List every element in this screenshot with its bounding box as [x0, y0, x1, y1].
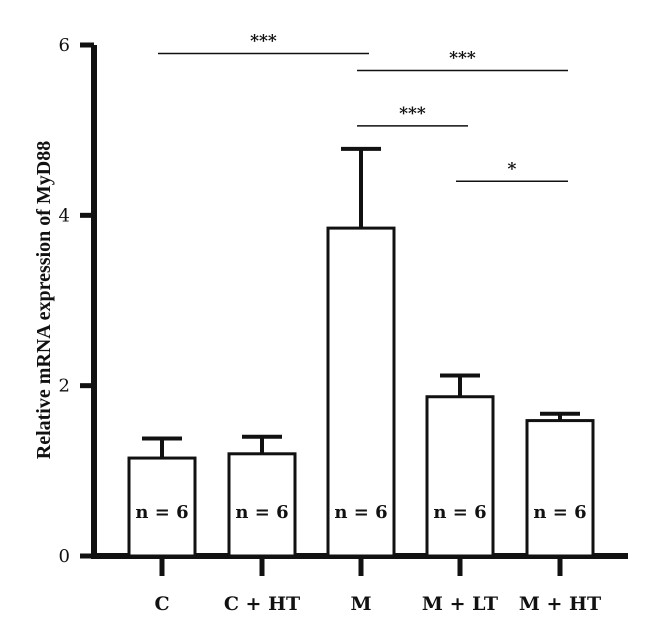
x-tick-label: C + HT — [224, 593, 300, 615]
bar-n-label: n = 6 — [235, 502, 288, 523]
bar-n-label: n = 6 — [433, 502, 486, 523]
bar — [227, 452, 297, 558]
bar — [326, 226, 396, 558]
bar — [525, 419, 595, 558]
significance-label: *** — [250, 32, 277, 52]
significance-label: *** — [399, 104, 426, 124]
plot-area: 0 2 4 6 Cn = 6 C + HT n = 6 Mn = 6 M + LT n = 6 M … — [59, 32, 628, 615]
x-tick-label: M + HT — [519, 593, 601, 615]
y-tick-label: 6 — [59, 35, 70, 56]
y-tick-label: 2 — [59, 376, 70, 397]
x-tick-label: C — [154, 593, 169, 615]
bar-n-label: n = 6 — [334, 502, 387, 523]
bar — [127, 456, 197, 558]
x-tick-label: M — [350, 593, 371, 615]
bar-n-label: n = 6 — [135, 502, 188, 523]
bar-n-label: n = 6 — [533, 502, 586, 523]
y-tick-label: 4 — [59, 205, 70, 226]
x-tick-label: M + LT — [422, 593, 498, 615]
y-tick-label: 0 — [59, 546, 70, 567]
y-axis-label: Relative mRNA expression of MyD88 — [33, 141, 55, 459]
significance-label: *** — [449, 49, 476, 69]
significance-label: * — [508, 159, 517, 179]
bar — [425, 395, 495, 558]
